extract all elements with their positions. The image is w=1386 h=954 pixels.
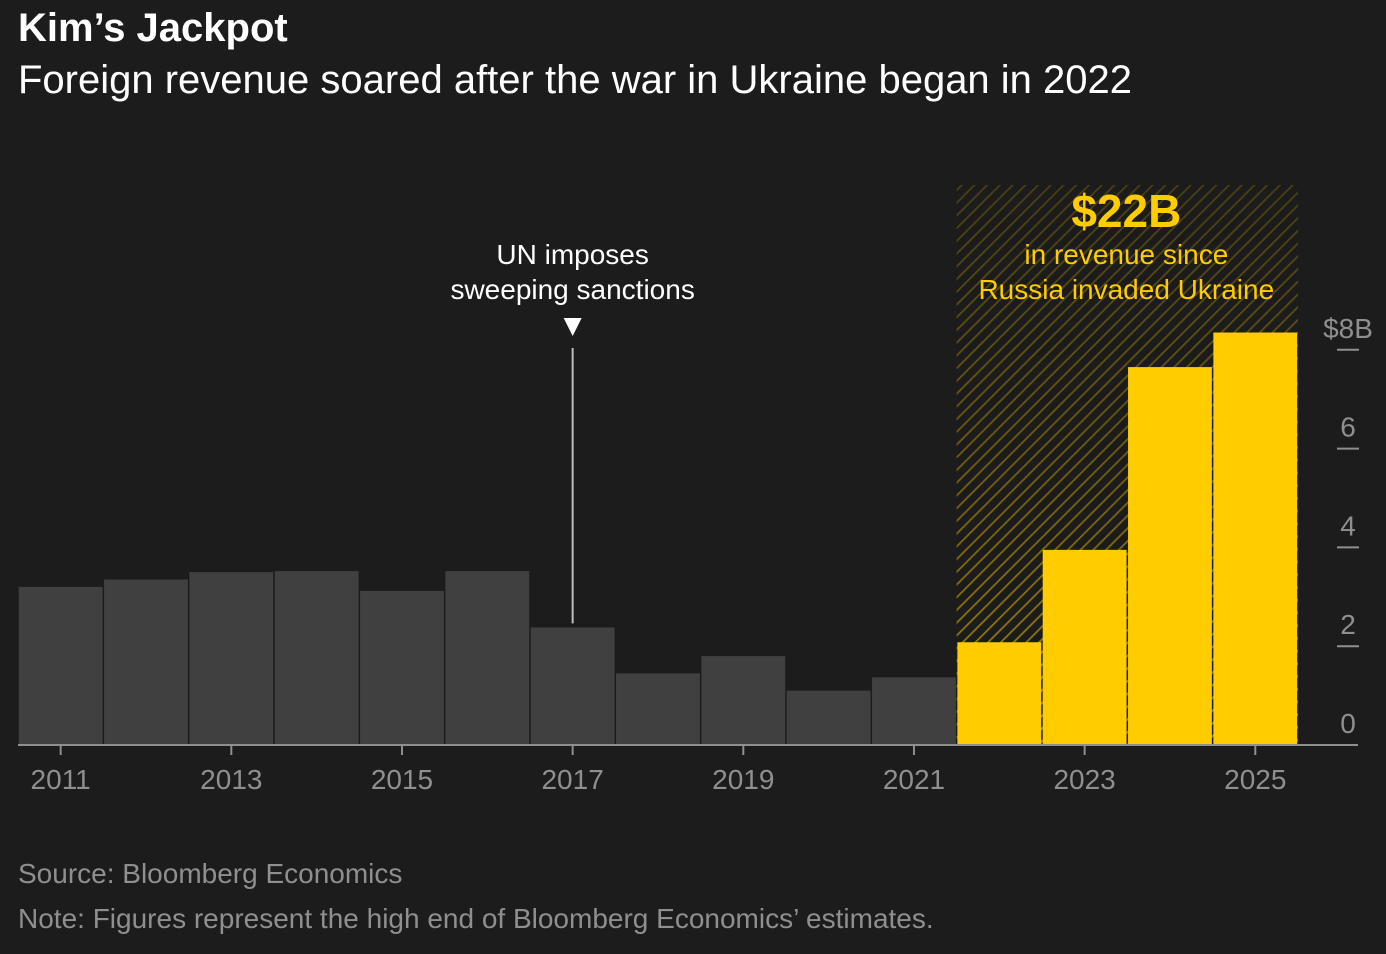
- bar-2014: [274, 571, 359, 745]
- chart-title: Kim’s Jackpot: [18, 6, 288, 50]
- y-tick-label-8: $8B: [1323, 313, 1373, 344]
- sanctions-annotation-line-2: sweeping sanctions: [450, 274, 694, 305]
- bar-2024: [1128, 367, 1212, 745]
- x-tick-label-2017: 2017: [541, 764, 603, 795]
- bar-2017: [530, 627, 615, 745]
- revenue-total-line-2: Russia invaded Ukraine: [978, 274, 1274, 305]
- bar-2019: [701, 656, 786, 745]
- bar-2020: [786, 690, 871, 745]
- x-tick-label-2025: 2025: [1224, 764, 1286, 795]
- chart-subtitle: Foreign revenue soared after the war in …: [18, 58, 1133, 102]
- x-tick-label-2021: 2021: [883, 764, 945, 795]
- bar-2015: [360, 590, 444, 745]
- bar-2016: [445, 571, 530, 745]
- footnote: Note: Figures represent the high end of …: [18, 903, 934, 934]
- y-tick-label-0: 0: [1340, 708, 1356, 739]
- bar-2011: [18, 586, 103, 745]
- x-tick-label-2019: 2019: [712, 764, 774, 795]
- revenue-total-line-1: in revenue since: [1024, 239, 1228, 270]
- bar-2025: [1213, 332, 1298, 745]
- revenue-total-value: $22B: [1071, 185, 1181, 237]
- bar-2023: [1042, 549, 1127, 745]
- x-tick-label-2013: 2013: [200, 764, 262, 795]
- y-tick-label-6: 6: [1340, 412, 1356, 443]
- y-tick-label-2: 2: [1340, 609, 1356, 640]
- bar-2021: [872, 677, 956, 745]
- source-note: Source: Bloomberg Economics: [18, 858, 403, 889]
- bar-2018: [616, 673, 700, 745]
- bar-2013: [189, 572, 274, 745]
- sanctions-annotation-line-1: UN imposes: [496, 239, 648, 270]
- sanctions-arrow-icon: [563, 318, 582, 336]
- x-tick-label-2011: 2011: [31, 764, 91, 795]
- y-tick-label-4: 4: [1340, 510, 1356, 541]
- bar-2022: [957, 642, 1042, 745]
- x-tick-label-2015: 2015: [371, 764, 433, 795]
- x-tick-label-2023: 2023: [1053, 764, 1115, 795]
- bar-2012: [104, 579, 188, 745]
